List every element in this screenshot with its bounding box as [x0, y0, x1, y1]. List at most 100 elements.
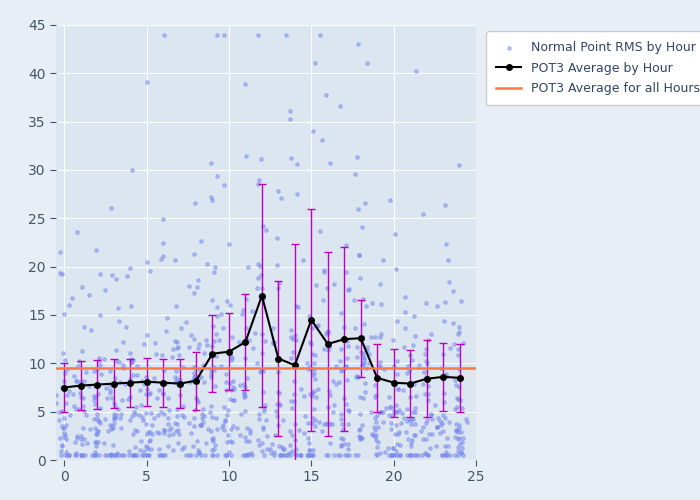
POT3 Average by Hour — [76, 382, 85, 388]
Normal Point RMS by Hour — [390, 266, 401, 274]
Normal Point RMS by Hour — [237, 306, 248, 314]
Normal Point RMS by Hour — [239, 407, 251, 415]
Normal Point RMS by Hour — [205, 352, 216, 360]
Normal Point RMS by Hour — [157, 252, 168, 260]
Normal Point RMS by Hour — [108, 410, 120, 418]
Normal Point RMS by Hour — [267, 340, 279, 347]
Normal Point RMS by Hour — [402, 434, 413, 442]
Normal Point RMS by Hour — [122, 395, 133, 403]
Normal Point RMS by Hour — [456, 404, 468, 412]
Normal Point RMS by Hour — [109, 451, 120, 459]
Normal Point RMS by Hour — [149, 414, 160, 422]
Normal Point RMS by Hour — [453, 365, 464, 373]
Normal Point RMS by Hour — [403, 415, 414, 423]
Normal Point RMS by Hour — [328, 408, 339, 416]
Normal Point RMS by Hour — [228, 386, 239, 394]
Normal Point RMS by Hour — [207, 434, 218, 442]
Normal Point RMS by Hour — [90, 442, 101, 450]
Normal Point RMS by Hour — [268, 338, 279, 345]
Normal Point RMS by Hour — [114, 378, 125, 386]
Normal Point RMS by Hour — [307, 371, 318, 379]
Normal Point RMS by Hour — [435, 420, 447, 428]
Normal Point RMS by Hour — [335, 344, 346, 352]
Normal Point RMS by Hour — [89, 451, 100, 459]
POT3 Average by Hour — [389, 380, 398, 386]
Normal Point RMS by Hour — [438, 426, 449, 434]
Normal Point RMS by Hour — [228, 378, 239, 386]
Normal Point RMS by Hour — [92, 414, 103, 422]
Normal Point RMS by Hour — [423, 451, 434, 459]
Normal Point RMS by Hour — [125, 356, 136, 364]
Normal Point RMS by Hour — [272, 388, 284, 396]
Normal Point RMS by Hour — [360, 364, 372, 372]
Normal Point RMS by Hour — [290, 451, 302, 459]
Normal Point RMS by Hour — [101, 384, 112, 392]
Normal Point RMS by Hour — [341, 400, 352, 408]
Normal Point RMS by Hour — [50, 391, 62, 399]
POT3 Average by Hour — [142, 378, 150, 384]
Normal Point RMS by Hour — [395, 451, 406, 459]
Normal Point RMS by Hour — [304, 364, 316, 372]
Normal Point RMS by Hour — [93, 354, 104, 362]
Normal Point RMS by Hour — [408, 432, 419, 440]
Normal Point RMS by Hour — [328, 451, 339, 459]
Normal Point RMS by Hour — [188, 422, 199, 430]
Normal Point RMS by Hour — [335, 102, 346, 110]
Normal Point RMS by Hour — [437, 418, 448, 426]
Normal Point RMS by Hour — [365, 332, 377, 340]
Normal Point RMS by Hour — [318, 268, 330, 276]
Normal Point RMS by Hour — [188, 373, 199, 381]
Normal Point RMS by Hour — [352, 451, 363, 459]
Normal Point RMS by Hour — [239, 354, 250, 362]
Normal Point RMS by Hour — [318, 296, 329, 304]
Normal Point RMS by Hour — [126, 302, 137, 310]
Normal Point RMS by Hour — [303, 451, 314, 459]
Normal Point RMS by Hour — [306, 388, 317, 396]
Normal Point RMS by Hour — [256, 438, 267, 446]
Normal Point RMS by Hour — [309, 387, 320, 395]
Normal Point RMS by Hour — [91, 365, 102, 373]
Normal Point RMS by Hour — [274, 442, 285, 450]
Normal Point RMS by Hour — [234, 338, 245, 345]
Normal Point RMS by Hour — [453, 330, 464, 338]
Normal Point RMS by Hour — [431, 302, 442, 310]
Normal Point RMS by Hour — [350, 373, 361, 381]
Normal Point RMS by Hour — [256, 447, 267, 455]
Normal Point RMS by Hour — [76, 435, 87, 443]
Normal Point RMS by Hour — [59, 429, 70, 437]
Normal Point RMS by Hour — [177, 402, 188, 410]
Normal Point RMS by Hour — [407, 356, 418, 364]
Normal Point RMS by Hour — [336, 420, 347, 428]
Normal Point RMS by Hour — [209, 268, 220, 276]
Normal Point RMS by Hour — [321, 284, 332, 292]
Normal Point RMS by Hour — [350, 324, 361, 332]
Normal Point RMS by Hour — [140, 420, 151, 428]
Normal Point RMS by Hour — [89, 424, 100, 432]
Normal Point RMS by Hour — [206, 413, 217, 421]
Normal Point RMS by Hour — [356, 361, 368, 369]
Normal Point RMS by Hour — [207, 436, 218, 444]
Normal Point RMS by Hour — [384, 196, 395, 204]
Normal Point RMS by Hour — [422, 382, 433, 390]
Normal Point RMS by Hour — [358, 320, 370, 328]
Normal Point RMS by Hour — [431, 424, 442, 432]
Normal Point RMS by Hour — [303, 446, 314, 454]
Normal Point RMS by Hour — [309, 351, 321, 359]
Normal Point RMS by Hour — [112, 405, 123, 413]
Normal Point RMS by Hour — [113, 358, 124, 366]
Normal Point RMS by Hour — [242, 451, 253, 459]
Normal Point RMS by Hour — [342, 376, 353, 384]
Normal Point RMS by Hour — [312, 321, 323, 329]
Normal Point RMS by Hour — [172, 374, 183, 382]
Normal Point RMS by Hour — [410, 420, 421, 428]
POT3 Average by Hour — [439, 374, 447, 380]
Normal Point RMS by Hour — [128, 430, 139, 438]
Normal Point RMS by Hour — [139, 447, 150, 455]
Normal Point RMS by Hour — [439, 398, 450, 406]
Normal Point RMS by Hour — [117, 338, 128, 346]
Normal Point RMS by Hour — [118, 364, 129, 372]
Normal Point RMS by Hour — [143, 428, 154, 436]
Normal Point RMS by Hour — [266, 440, 277, 448]
Normal Point RMS by Hour — [420, 374, 431, 382]
Normal Point RMS by Hour — [405, 451, 416, 459]
